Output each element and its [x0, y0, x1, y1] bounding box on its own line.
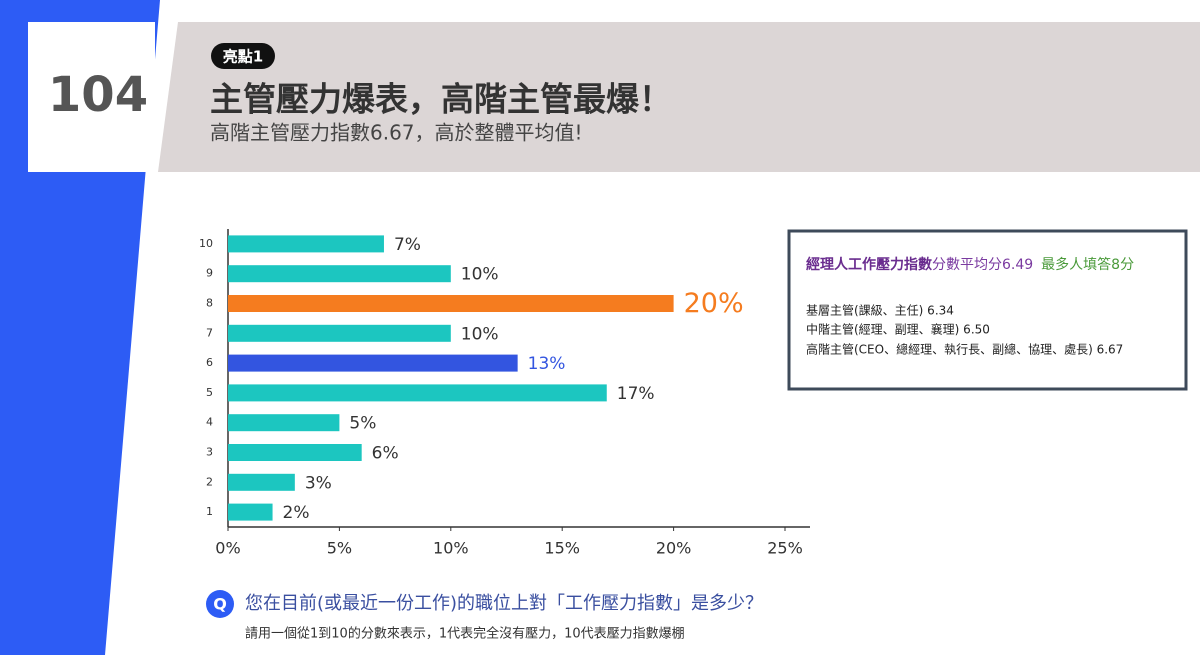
- y-tick-label: 5: [206, 386, 213, 399]
- bar: [228, 503, 273, 521]
- y-tick-label: 9: [206, 267, 213, 280]
- value-label: 17%: [617, 384, 655, 404]
- bar: [228, 354, 518, 372]
- bar: [228, 324, 451, 342]
- y-tick-label: 10: [199, 237, 213, 250]
- logo-box: [28, 22, 155, 172]
- info-line: 高階主管(CEO、總經理、執行長、副總、協理、處長) 6.67: [806, 342, 1123, 357]
- value-label: 10%: [461, 265, 499, 285]
- info-line: 中階主管(經理、副理、襄理) 6.50: [806, 322, 990, 337]
- bar: [228, 414, 340, 432]
- question-note: 請用一個從1到10的分數來表示，1代表完全沒有壓力，10代表壓力指數爆棚: [245, 626, 685, 642]
- question: 您在目前(或最近一份工作)的職位上對「工作壓力指數」是多少？: [245, 593, 763, 614]
- y-tick-label: 3: [206, 446, 213, 459]
- logo: 104: [48, 67, 148, 123]
- value-label: 3%: [305, 473, 332, 493]
- y-tick-label: 6: [206, 356, 213, 369]
- value-label: 20%: [684, 288, 744, 319]
- question-icon: [206, 590, 234, 618]
- info-headline-part: 分數平均分6.49: [932, 257, 1033, 273]
- value-label: 10%: [461, 324, 499, 344]
- chart: 0% 5% 10% 15% 20% 25%10 7%9 10%8 20%7 10%6 13%5 17%…: [199, 229, 810, 558]
- bar: [228, 295, 674, 312]
- subtitle: 高階主管壓力指數6.67，高於整體平均值!: [210, 121, 583, 145]
- value-label: 2%: [283, 503, 310, 523]
- value-label: 7%: [394, 235, 421, 255]
- info-headline-part: 最多人填答8分: [1041, 256, 1134, 273]
- x-tick-label: 15%: [544, 539, 580, 558]
- x-tick-label: 25%: [767, 539, 803, 558]
- y-tick-label: 8: [206, 297, 213, 310]
- value-label: 6%: [372, 444, 399, 464]
- bar: [228, 444, 362, 461]
- bar: [228, 235, 384, 253]
- y-tick-label: 4: [206, 416, 213, 429]
- y-tick-label: 1: [206, 505, 213, 518]
- bar: [228, 265, 451, 283]
- info-headline-part: 經理人工作壓力指數: [806, 256, 932, 273]
- x-tick-label: 10%: [433, 539, 469, 558]
- title: 主管壓力爆表，高階主管最爆！: [210, 80, 672, 119]
- badge-text: 亮點1: [223, 48, 263, 66]
- x-tick-label: 20%: [656, 539, 692, 558]
- bar: [228, 473, 295, 491]
- y-tick-label: 2: [206, 475, 213, 488]
- value-label: 13%: [528, 354, 566, 374]
- x-tick-label: 5%: [327, 539, 352, 558]
- value-label: 5%: [349, 414, 376, 434]
- header-band: [158, 22, 1200, 172]
- bar: [228, 384, 607, 402]
- question-icon-text: Q: [213, 595, 227, 614]
- info-line: 基層主管(課級、主任) 6.34: [806, 303, 954, 318]
- info-headline: 經理人工作壓力指數分數平均分6.49 最多人填答8分: [806, 256, 1134, 273]
- badge: [211, 43, 275, 69]
- y-tick-label: 7: [206, 326, 213, 339]
- x-tick-label: 0%: [215, 539, 240, 558]
- info-box: [787, 229, 1188, 391]
